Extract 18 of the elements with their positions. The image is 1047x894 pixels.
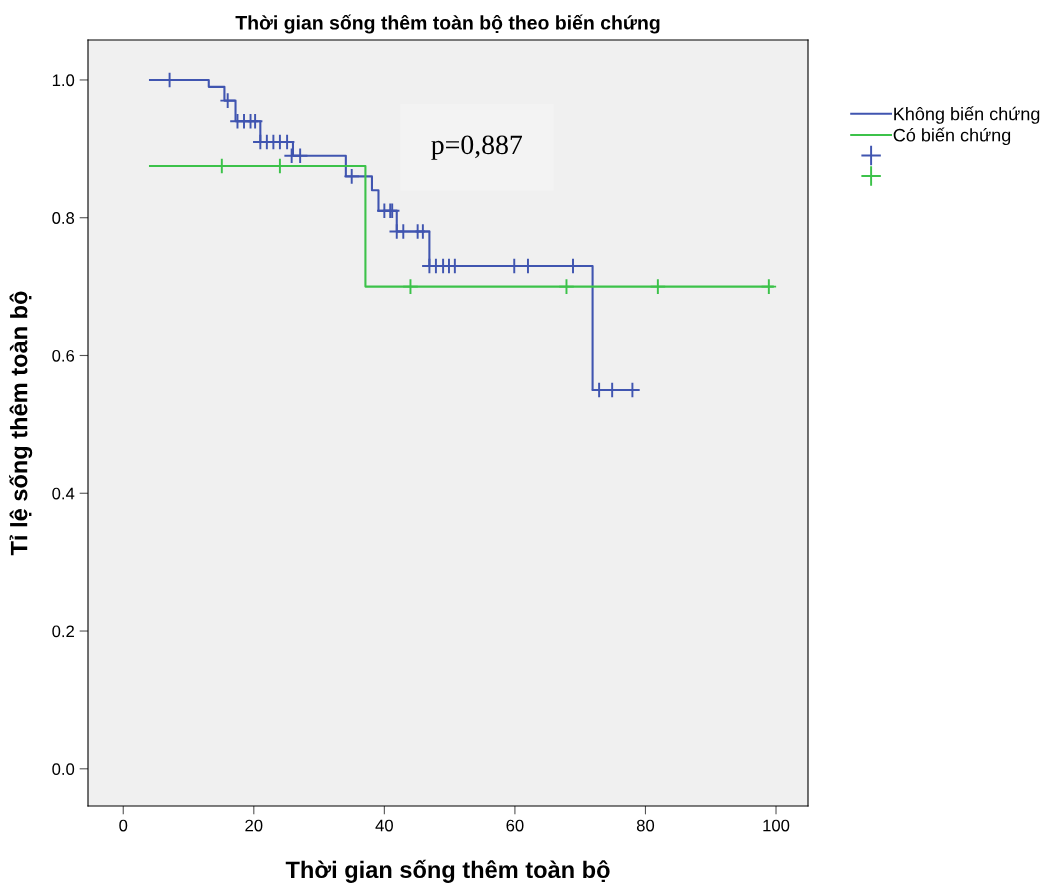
- legend-label: Có biến chứng: [893, 127, 1011, 146]
- x-tick-label: 60: [506, 819, 524, 832]
- annotation: p=0,887: [431, 135, 523, 160]
- x-tick-label: 20: [245, 819, 263, 832]
- legend-label: Không biến chứng: [894, 106, 1040, 124]
- x-tick-label: 40: [375, 819, 393, 832]
- x-tick-label: 0: [119, 819, 128, 832]
- y-tick-label: 0.6: [52, 349, 75, 362]
- y-tick-label: 0.8: [52, 212, 75, 224]
- y-axis-title: Tỉ lệ sống thêm toàn bộ: [9, 291, 33, 556]
- y-tick-label: 0.2: [52, 625, 74, 638]
- chart-title: Thời gian sống thêm toàn bộ theo biến chứng: [235, 14, 660, 34]
- y-tick-label: 1.0: [52, 74, 75, 87]
- x-axis-title: Thời gian sống thêm toàn bộ: [285, 859, 610, 883]
- y-tick-label: 0.0: [52, 763, 75, 776]
- y-tick-label: 0.4: [52, 487, 75, 500]
- x-tick-label: 100: [763, 819, 790, 832]
- x-tick-label: 80: [636, 819, 655, 832]
